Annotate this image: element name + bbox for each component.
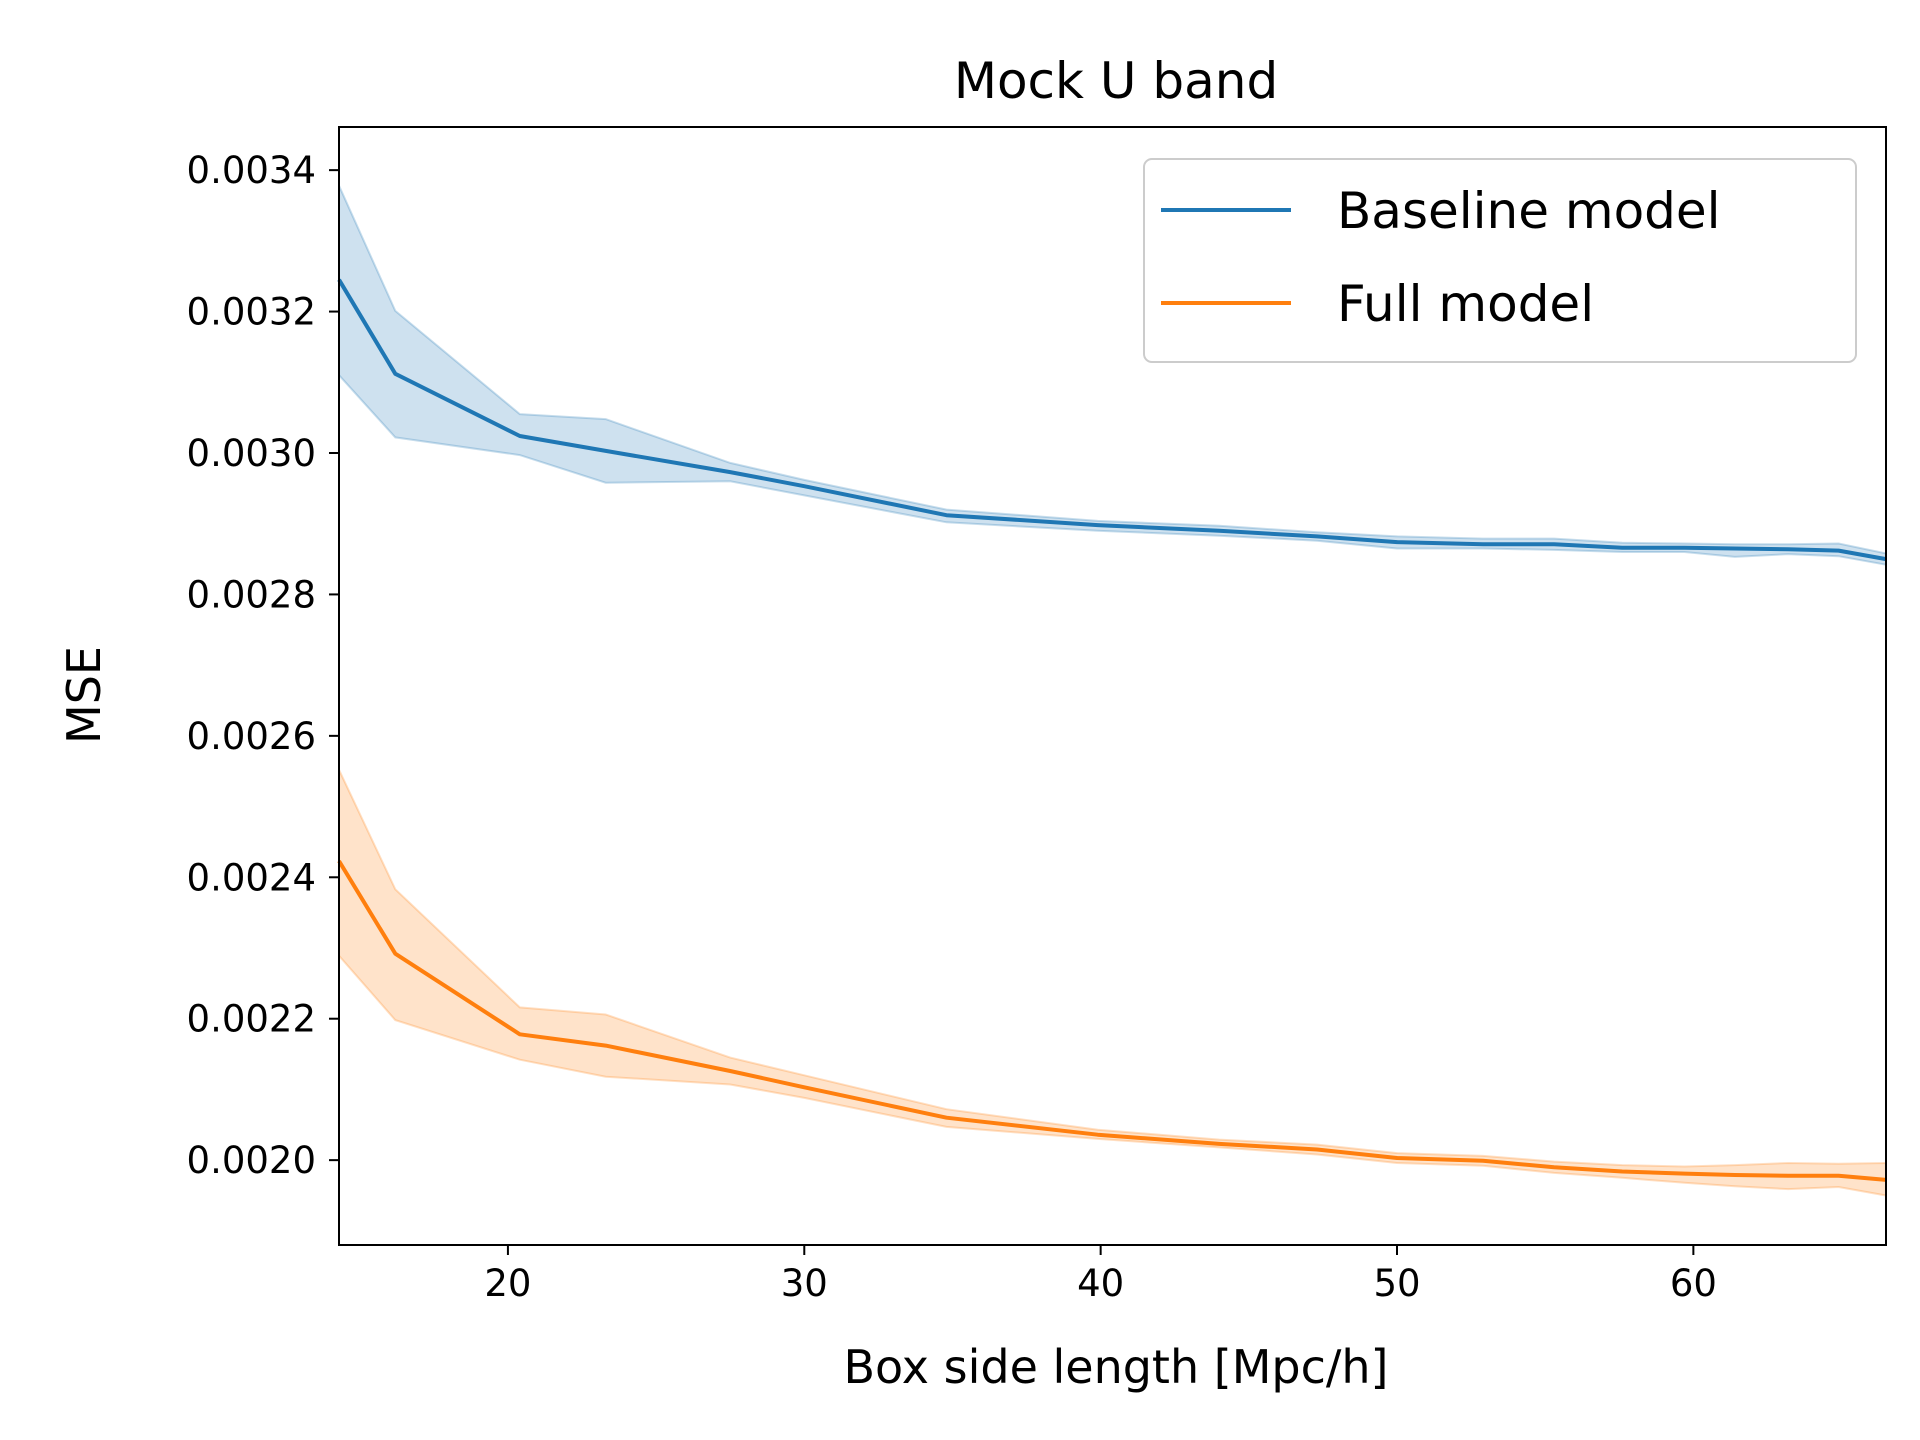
full-model-line	[337, 859, 1887, 1182]
y-tick-label: 0.0034	[187, 149, 316, 192]
series-lines	[337, 278, 1887, 1182]
y-axis-ticks: 0.0020 0.0022 0.0024 0.0026 0.0028 0.0030 0.00…	[187, 149, 339, 1182]
x-tick-label: 30	[781, 1262, 828, 1305]
y-tick-label: 0.0026	[187, 715, 316, 758]
x-tick-label: 40	[1077, 1262, 1124, 1305]
y-tick-label: 0.0030	[187, 432, 316, 475]
x-tick-label: 60	[1670, 1262, 1717, 1305]
x-tick-label: 50	[1373, 1262, 1420, 1305]
x-tick-label: 20	[484, 1262, 531, 1305]
y-tick-label: 0.0032	[187, 291, 316, 334]
y-tick-label: 0.0022	[187, 998, 316, 1041]
y-tick-label: 0.0024	[187, 856, 316, 899]
legend-label: Full model	[1337, 275, 1594, 333]
plot-frame	[338, 126, 1887, 1246]
x-axis-ticks: 20 30 40 50 60	[484, 1245, 1717, 1305]
x-axis-title: Box side length [Mpc/h]	[844, 1340, 1389, 1394]
chart-title: Mock U band	[954, 52, 1278, 110]
legend: Baseline model Full model	[1143, 158, 1857, 363]
y-tick-label: 0.0020	[187, 1139, 316, 1182]
legend-label: Baseline model	[1337, 182, 1721, 240]
baseline-model-line	[337, 278, 1887, 562]
y-axis-title: MSE	[57, 646, 111, 744]
y-tick-label: 0.0028	[187, 573, 316, 616]
legend-box	[1143, 158, 1857, 363]
